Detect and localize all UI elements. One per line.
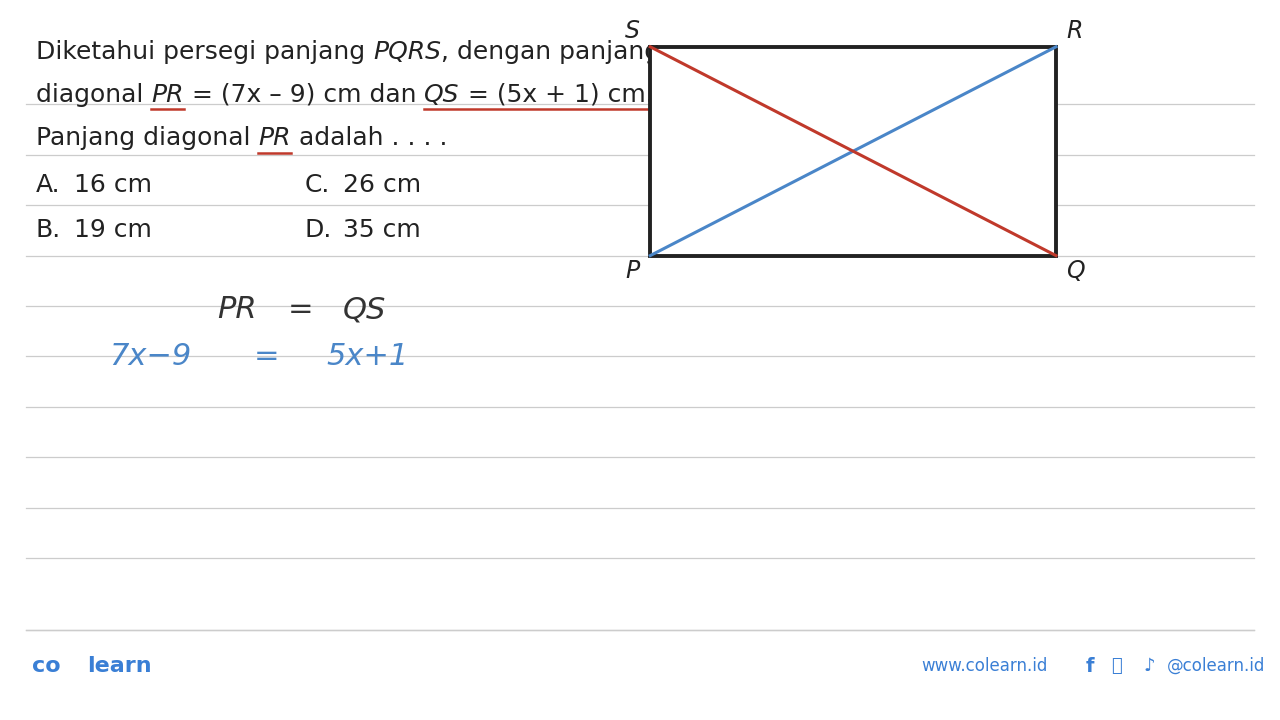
Text: www.colearn.id: www.colearn.id <box>922 657 1048 675</box>
Text: PQRS: PQRS <box>372 40 442 63</box>
Text: =: = <box>253 342 279 371</box>
Text: f: f <box>1085 657 1094 675</box>
Text: Ⓘ: Ⓘ <box>1111 657 1121 675</box>
Text: QS: QS <box>424 83 460 107</box>
Text: 7x−9: 7x−9 <box>109 342 191 371</box>
Text: = (5x + 1) cm.: = (5x + 1) cm. <box>460 83 654 107</box>
Text: P: P <box>626 259 640 283</box>
Text: B.: B. <box>36 218 61 242</box>
Text: 16 cm: 16 cm <box>74 173 152 197</box>
Text: C.: C. <box>305 173 330 197</box>
Text: =: = <box>288 295 314 324</box>
Text: Diketahui persegi panjang: Diketahui persegi panjang <box>36 40 372 63</box>
Text: 19 cm: 19 cm <box>74 218 152 242</box>
FancyBboxPatch shape <box>650 47 1056 256</box>
Text: @colearn.id: @colearn.id <box>1167 657 1266 675</box>
Text: S: S <box>625 19 640 43</box>
Text: PR: PR <box>151 83 184 107</box>
Text: learn: learn <box>87 656 151 676</box>
Text: = (7x – 9) cm dan: = (7x – 9) cm dan <box>184 83 424 107</box>
Text: ♪: ♪ <box>1143 657 1155 675</box>
Text: QS: QS <box>343 295 387 324</box>
Text: 5x+1: 5x+1 <box>326 342 408 371</box>
Text: , dengan panjang: , dengan panjang <box>442 40 660 63</box>
Text: Panjang diagonal: Panjang diagonal <box>36 126 259 150</box>
Text: PR: PR <box>218 295 257 324</box>
Text: A.: A. <box>36 173 60 197</box>
Text: diagonal: diagonal <box>36 83 151 107</box>
Text: adalah . . . .: adalah . . . . <box>291 126 447 150</box>
Text: 26 cm: 26 cm <box>343 173 421 197</box>
Text: R: R <box>1066 19 1083 43</box>
Text: 35 cm: 35 cm <box>343 218 421 242</box>
Text: PR: PR <box>259 126 291 150</box>
Text: Q: Q <box>1066 259 1085 283</box>
Text: D.: D. <box>305 218 332 242</box>
Text: co: co <box>32 656 60 676</box>
